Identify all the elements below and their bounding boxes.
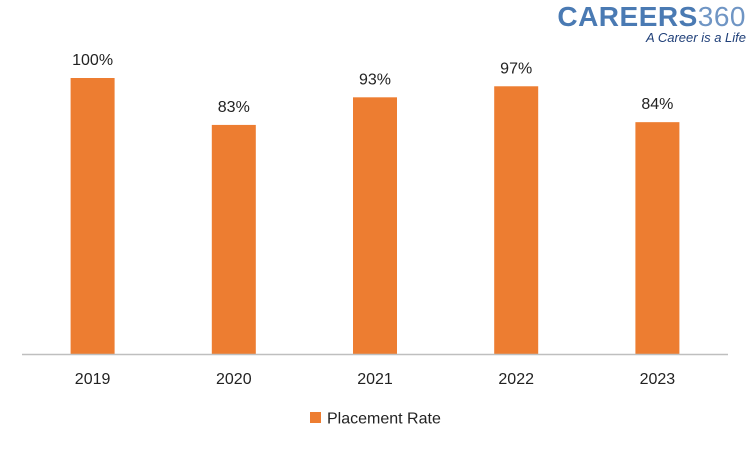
x-tick-label-2020: 2020	[216, 371, 252, 388]
x-tick-labels-group: 2019 2020 2021 2022 2023	[75, 371, 675, 388]
x-tick-label-2021: 2021	[357, 371, 393, 388]
bars-group	[70, 78, 680, 354]
x-tick-label-2022: 2022	[498, 371, 534, 388]
legend: Placement Rate	[310, 411, 441, 428]
bar-2020	[211, 124, 256, 354]
data-label-2020: 83%	[218, 99, 250, 116]
data-label-2022: 97%	[500, 60, 532, 77]
brand-logo: CAREERS360 A Career is a Life	[557, 2, 746, 45]
bar-2019	[70, 78, 115, 354]
bar-2022	[494, 86, 539, 354]
data-label-2023: 84%	[641, 96, 673, 113]
data-label-2021: 93%	[359, 71, 391, 88]
legend-label: Placement Rate	[327, 411, 441, 428]
x-tick-label-2023: 2023	[640, 371, 676, 388]
brand-tagline: A Career is a Life	[646, 30, 746, 45]
data-label-2019: 100%	[72, 52, 113, 69]
x-tick-label-2019: 2019	[75, 371, 111, 388]
brand-name: CAREERS360	[557, 2, 746, 32]
legend-swatch	[310, 412, 321, 423]
bar-2023	[635, 122, 680, 354]
brand-name-letters: CAREERS	[557, 1, 698, 32]
brand-name-digits: 360	[697, 1, 746, 32]
bar-2021	[353, 97, 397, 354]
data-labels-group: 100% 83% 93% 97% 84%	[72, 52, 673, 116]
